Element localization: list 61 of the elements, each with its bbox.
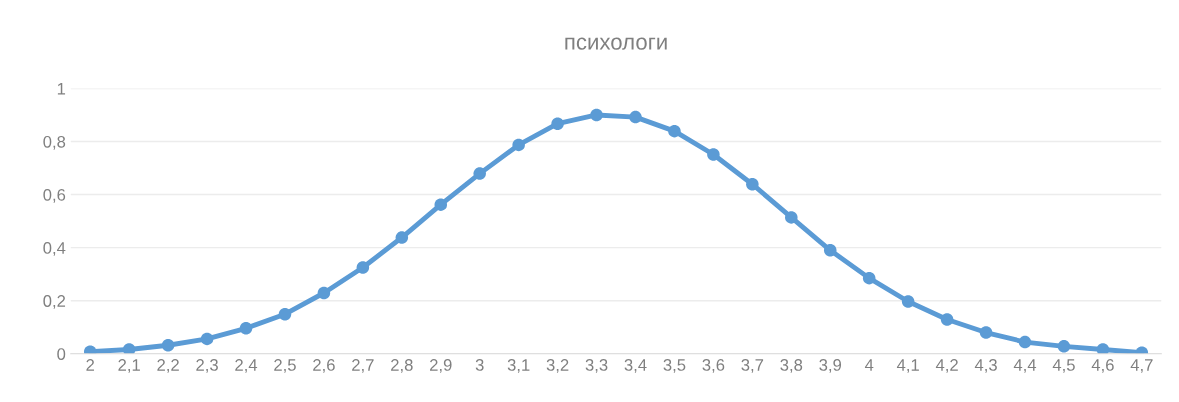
x-tick-label: 4,7 [1130, 359, 1153, 373]
x-tick-label: 2,8 [391, 359, 413, 373]
point [979, 326, 993, 339]
point [122, 343, 136, 354]
point [551, 117, 564, 130]
x-tick-label: 4,1 [896, 359, 919, 373]
x-tick-label: 2,5 [274, 359, 296, 373]
point [862, 271, 876, 285]
x-tick-label: 2,1 [118, 359, 140, 373]
x-tick-label: 3,4 [624, 359, 647, 373]
point [785, 211, 798, 224]
point [1057, 340, 1071, 353]
y-tick-label: 0,6 [43, 188, 66, 203]
x-tick-label: 4,5 [1052, 359, 1075, 373]
x-tick-label: 4 [864, 359, 874, 371]
y-tick-label: 0,4 [43, 242, 66, 256]
x-tick-label: 3,9 [819, 359, 842, 373]
point [901, 295, 915, 308]
point [668, 124, 681, 138]
point [512, 138, 525, 152]
x-tick-label: 2,9 [430, 359, 452, 373]
point [1096, 343, 1110, 354]
point [200, 332, 214, 346]
chart-title: психологи [565, 37, 667, 50]
point [629, 110, 642, 124]
x-tick-label: 2,3 [196, 359, 218, 373]
x-tick-label: 2,4 [235, 359, 258, 373]
x-tick-label: 3,6 [702, 359, 725, 373]
y-tick-label: 0,2 [43, 295, 66, 309]
point [824, 244, 837, 257]
x-tick-label: 4,3 [974, 359, 997, 373]
point [1018, 335, 1032, 349]
point [746, 177, 759, 191]
x-tick-label: 2 [86, 359, 95, 371]
point [473, 167, 486, 180]
x-tick-label: 4,2 [935, 359, 958, 373]
point [161, 339, 175, 352]
point [239, 322, 253, 335]
x-tick-label: 2,6 [313, 359, 335, 373]
point [940, 313, 954, 326]
point [395, 231, 409, 244]
y-tick-label: 0,8 [43, 135, 66, 150]
point [707, 148, 720, 161]
x-tick-label: 3,7 [741, 359, 764, 373]
x-tick-label: 4,6 [1091, 359, 1114, 373]
x-tick-label: 3,8 [780, 359, 803, 373]
x-tick-label: 3,3 [585, 359, 608, 373]
x-tick-label: 4,4 [1013, 359, 1037, 373]
x-tick-label: 2,7 [352, 359, 374, 373]
x-tick-label: 3,2 [546, 359, 569, 373]
x-tick-label: 3,5 [663, 359, 686, 373]
x-tick-label: 3 [475, 359, 484, 371]
x-tick-label: 2,2 [157, 359, 179, 373]
y-tick-label: 1 [57, 83, 66, 95]
point [278, 307, 292, 321]
x-tick-label: 3,1 [507, 359, 530, 373]
point [590, 108, 603, 122]
point [434, 198, 448, 211]
point [317, 286, 331, 300]
point [356, 261, 370, 274]
y-tick-label: 0 [57, 348, 66, 360]
